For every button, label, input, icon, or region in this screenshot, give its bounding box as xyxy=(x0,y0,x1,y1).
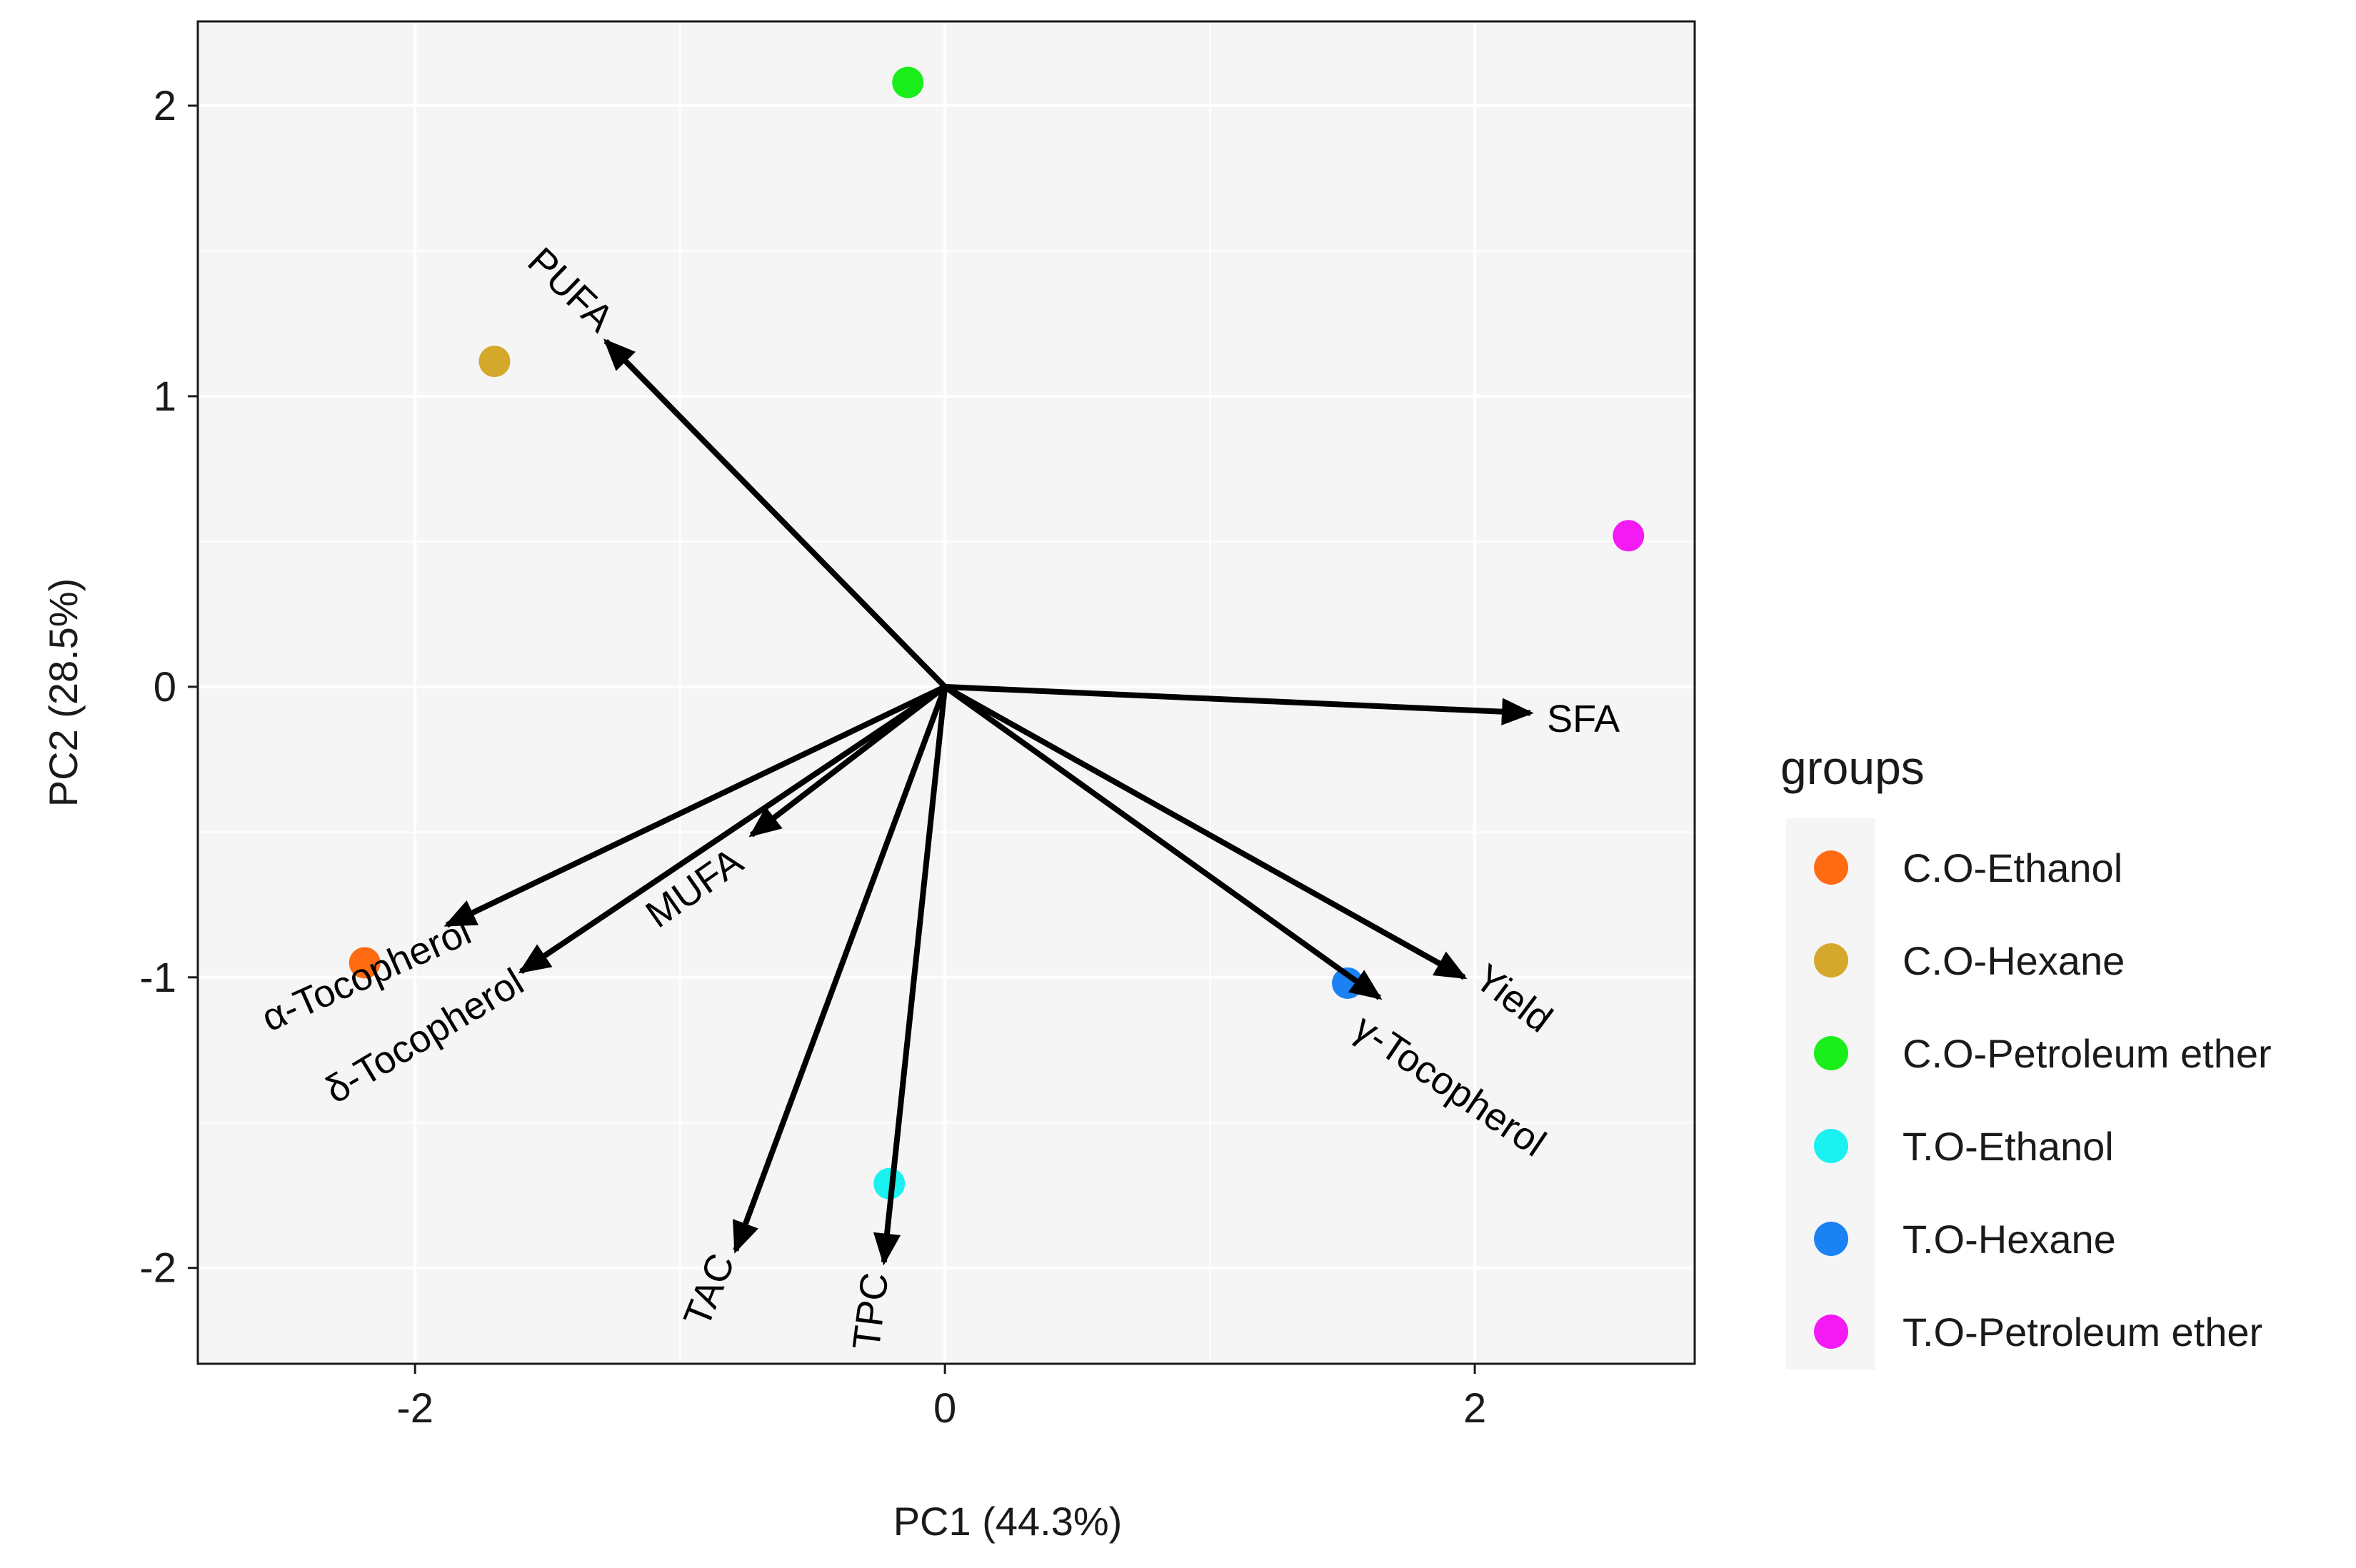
loading-arrow xyxy=(943,684,1468,980)
loading-label: TPC xyxy=(845,1270,897,1352)
legend-key xyxy=(1814,1315,1848,1349)
loading-arrow xyxy=(603,338,948,689)
legend: groups C.O-Ethanol C.O-Hexane C.O-Petroleu… xyxy=(1780,741,2272,1370)
data-point xyxy=(873,1167,906,1200)
legend-key xyxy=(1814,1036,1848,1070)
score-points xyxy=(349,66,1645,1200)
x-tick-label: -2 xyxy=(396,1385,433,1432)
y-tick-label: 0 xyxy=(154,664,176,710)
loading-arrow xyxy=(443,684,946,928)
loading-arrow xyxy=(732,685,948,1254)
legend-title: groups xyxy=(1780,741,1925,794)
x-axis-title: PC1 (44.3%) xyxy=(893,1499,1123,1544)
x-tick-label: 0 xyxy=(933,1385,956,1432)
legend-label: C.O-Petroleum ether xyxy=(1903,1031,2272,1076)
x-axis-ticks: -2 0 2 xyxy=(396,1364,1486,1432)
loading-arrows xyxy=(443,338,1534,1266)
legend-label: T.O-Petroleum ether xyxy=(1903,1310,2262,1355)
y-tick-label: -2 xyxy=(139,1245,176,1292)
legend-key xyxy=(1814,850,1848,885)
legend-label: C.O-Hexane xyxy=(1903,938,2125,983)
panel-border xyxy=(196,20,1696,1365)
loading-label: SFA xyxy=(1547,698,1620,740)
loading-arrow xyxy=(944,683,1534,725)
legend-key-background xyxy=(1786,818,1875,1370)
loading-arrow xyxy=(518,684,947,974)
legend-key xyxy=(1814,943,1848,978)
y-axis-ticks: -2 -1 0 1 2 xyxy=(139,83,198,1292)
y-tick-label: 1 xyxy=(154,373,176,420)
legend-key xyxy=(1814,1222,1848,1256)
y-tick-label: -1 xyxy=(139,955,176,1001)
legend-label: T.O-Ethanol xyxy=(1903,1124,2114,1169)
y-tick-label: 2 xyxy=(154,83,176,129)
x-tick-label: 2 xyxy=(1463,1385,1486,1432)
loading-arrow xyxy=(943,684,1383,1000)
loading-arrow xyxy=(873,686,948,1266)
legend-label: C.O-Ethanol xyxy=(1903,845,2122,890)
data-point xyxy=(349,947,381,979)
legend-key xyxy=(1814,1129,1848,1163)
legend-label: T.O-Hexane xyxy=(1903,1217,2116,1262)
data-point xyxy=(1613,520,1645,552)
y-axis-title: PC2 (28.5%) xyxy=(41,578,86,808)
data-point xyxy=(478,346,511,378)
data-point xyxy=(892,66,924,99)
